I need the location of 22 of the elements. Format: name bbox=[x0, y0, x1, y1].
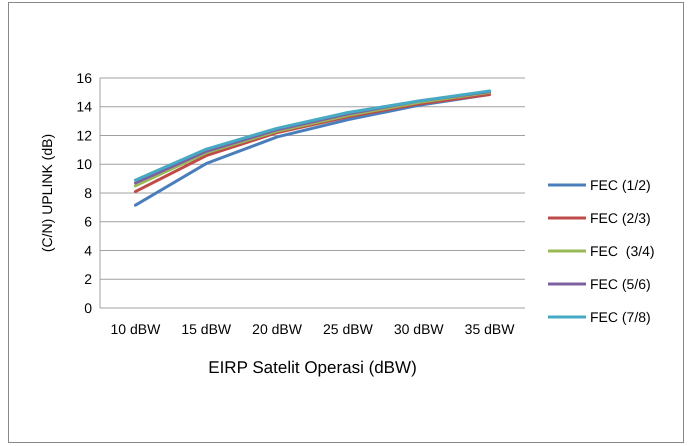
y-tick-label: 14 bbox=[76, 98, 92, 115]
x-tick-label: 30 dBW bbox=[394, 321, 444, 337]
x-tick-label: 15 dBW bbox=[181, 321, 232, 337]
legend-label: FEC (3/4) bbox=[590, 242, 655, 259]
y-axis-title: (C/N) UPLINK (dB) bbox=[39, 134, 55, 252]
legend-label: FEC (5/6) bbox=[590, 276, 651, 292]
y-tick-label: 16 bbox=[76, 70, 92, 86]
y-tick-label: 6 bbox=[84, 214, 92, 230]
y-tick-label: 2 bbox=[84, 271, 92, 288]
x-tick-label: 20 dBW bbox=[252, 321, 303, 337]
y-tick-label: 10 bbox=[76, 156, 92, 172]
y-tick-label: 4 bbox=[84, 242, 92, 258]
y-tick-label: 8 bbox=[84, 184, 92, 201]
legend-label: FEC (1/2) bbox=[590, 176, 651, 193]
x-axis-title: EIRP Satelit Operasi (dBW) bbox=[208, 358, 417, 377]
y-tick-label: 0 bbox=[84, 300, 92, 316]
x-tick-label: 35 dBW bbox=[464, 321, 516, 337]
y-tick-label: 12 bbox=[76, 127, 92, 144]
x-tick-label: 25 dBW bbox=[323, 321, 374, 337]
legend-label: FEC (7/8) bbox=[590, 308, 651, 325]
legend-label: FEC (2/3) bbox=[590, 210, 651, 226]
x-tick-label: 10 dBW bbox=[110, 321, 162, 337]
